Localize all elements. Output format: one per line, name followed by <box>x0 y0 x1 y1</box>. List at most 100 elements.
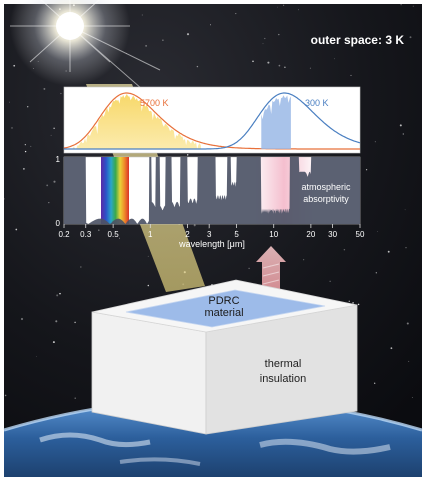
box-front-face <box>91 311 207 435</box>
star <box>267 61 270 64</box>
star <box>52 341 55 344</box>
star <box>80 266 82 268</box>
star <box>60 92 62 95</box>
star <box>50 134 52 136</box>
x-axis-ticks: 0.2 0.3 0.5 1 2 3 5 10 20 30 50 <box>58 224 365 239</box>
material-label-line-2: material <box>204 307 243 319</box>
arrow-stripes <box>262 263 280 285</box>
star <box>235 13 237 15</box>
thermal-emission-arrow <box>256 246 286 290</box>
x-tick-label: 1 <box>148 230 153 239</box>
y-tick-label: 0 <box>56 219 61 228</box>
star <box>400 4 402 6</box>
star <box>252 60 254 63</box>
visible-band <box>101 157 129 224</box>
earth-spectrum-fill <box>261 95 291 149</box>
x-tick-label: 0.5 <box>108 230 120 239</box>
star <box>56 294 59 297</box>
insulated-box <box>91 279 358 435</box>
star <box>412 5 414 7</box>
star <box>248 267 250 270</box>
star <box>334 58 335 60</box>
star <box>48 201 50 204</box>
star <box>13 64 16 67</box>
star <box>350 74 352 76</box>
material-label-line-1: PDRC <box>208 295 239 307</box>
star <box>357 303 360 306</box>
star <box>11 127 13 129</box>
star <box>27 106 29 108</box>
absorptivity-label-line-1: atmospheric <box>301 182 351 192</box>
star <box>343 248 346 251</box>
star <box>374 141 376 143</box>
earth-temperature-label: 300 K <box>305 98 329 108</box>
star <box>329 280 331 282</box>
star <box>404 209 406 211</box>
sun-spectrum-fill <box>64 94 201 149</box>
star <box>141 14 143 16</box>
star <box>406 322 409 325</box>
x-tick-label: 3 <box>207 230 212 239</box>
x-tick-label: 5 <box>234 230 239 239</box>
star <box>402 133 404 135</box>
star <box>405 247 407 249</box>
earth-surface <box>3 397 423 477</box>
star <box>23 168 25 170</box>
star <box>374 382 376 384</box>
star <box>262 43 264 45</box>
y-tick-label: 1 <box>56 155 61 164</box>
star <box>365 169 368 171</box>
star <box>278 64 281 67</box>
star <box>348 300 351 303</box>
earth-blackbody-curve <box>64 92 361 150</box>
star <box>298 9 299 11</box>
star <box>264 37 266 40</box>
spectrum-chart: 5700 K 300 K atmospheric absorptivity 1 … <box>56 86 365 249</box>
sun <box>10 0 161 97</box>
star <box>409 36 412 39</box>
star <box>209 24 212 26</box>
star <box>411 396 413 399</box>
star <box>377 231 379 232</box>
x-tick-label: 10 <box>269 230 278 239</box>
star <box>375 272 377 274</box>
star <box>9 101 11 103</box>
star <box>284 66 286 68</box>
star <box>24 144 26 146</box>
atmospheric-absorptivity-fill <box>64 157 360 224</box>
outer-space-label: outer space: 3 K <box>311 33 405 47</box>
star <box>186 154 189 156</box>
star <box>399 124 402 127</box>
star <box>55 320 58 323</box>
star <box>74 397 76 399</box>
star <box>408 360 410 362</box>
star <box>35 356 37 357</box>
star <box>186 33 190 36</box>
x-tick-label: 2 <box>185 230 190 239</box>
star <box>4 394 7 397</box>
star <box>208 227 210 229</box>
star <box>147 255 149 257</box>
star <box>236 230 238 232</box>
star <box>147 284 150 287</box>
star <box>53 127 55 129</box>
star <box>303 259 305 261</box>
star <box>30 145 32 147</box>
star <box>352 302 354 304</box>
star <box>74 321 76 324</box>
star <box>390 347 393 350</box>
star <box>43 87 46 90</box>
star <box>278 33 280 36</box>
star <box>387 250 390 253</box>
x-tick-label: 50 <box>356 230 365 239</box>
x-axis-label: wavelength [μm] <box>178 239 245 249</box>
star <box>3 198 5 200</box>
x-tick-label: 0.2 <box>58 230 70 239</box>
insulation-label-line-1: thermal <box>265 358 302 370</box>
x-tick-label: 30 <box>328 230 337 239</box>
star <box>59 292 61 295</box>
star <box>277 6 278 8</box>
star <box>46 184 49 187</box>
star <box>196 65 199 68</box>
